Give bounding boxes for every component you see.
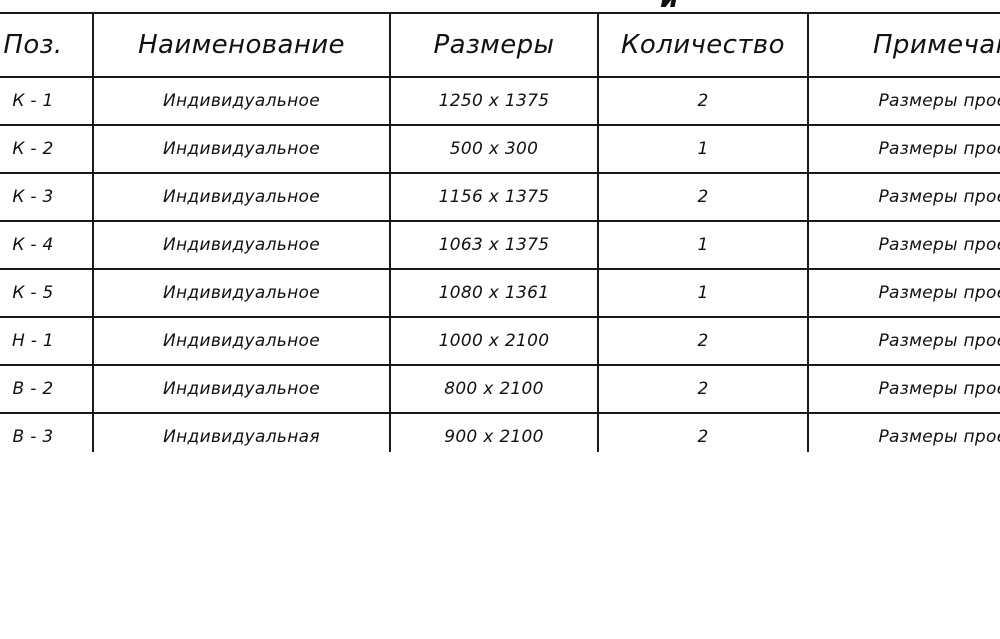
cell-note: Размеры проё [807,364,1000,414]
specification-table: Поз. Наименование Размеры Количество При… [0,12,1000,462]
cell-note: Размеры проё [807,268,1000,318]
cell-dimension: 1156 х 1375 [389,172,599,222]
cell-name: Индивидуальное [92,172,391,222]
cell-note: Размеры проё [807,220,1000,270]
table-row: К - 2 Индивидуальное 500 х 300 1 Размеры… [0,124,1000,174]
cell-note: Размеры проё [807,124,1000,174]
column-header-dim: Размеры [389,12,599,78]
cell-dimension: 1063 х 1375 [389,220,599,270]
table-row: К - 4 Индивидуальное 1063 х 1375 1 Разме… [0,220,1000,270]
cell-name: Индивидуальное [92,364,391,414]
table-row: Н - 1 Индивидуальное 1000 х 2100 2 Разме… [0,316,1000,366]
cell-position: Н - 1 [0,316,94,366]
cell-quantity: 1 [597,124,809,174]
cell-quantity: 2 [597,172,809,222]
cell-position: К - 1 [0,76,94,126]
cell-dimension: 500 х 300 [389,124,599,174]
table-row: В - 2 Индивидуальное 800 х 2100 2 Размер… [0,364,1000,414]
column-header-name: Наименование [92,12,391,78]
cell-quantity: 1 [597,220,809,270]
cell-quantity: 2 [597,316,809,366]
cell-position: К - 2 [0,124,94,174]
blank-paper-area [0,452,1000,639]
cell-name: Индивидуальное [92,316,391,366]
table-row: К - 3 Индивидуальное 1156 х 1375 2 Разме… [0,172,1000,222]
table-row: К - 5 Индивидуальное 1080 х 1361 1 Разме… [0,268,1000,318]
sheet-title-fragment: й [660,0,679,14]
column-header-qty: Количество [597,12,809,78]
cell-name: Индивидуальное [92,268,391,318]
cell-position: К - 4 [0,220,94,270]
cell-name: Индивидуальное [92,220,391,270]
cell-dimension: 1080 х 1361 [389,268,599,318]
table-header-row: Поз. Наименование Размеры Количество При… [0,12,1000,78]
table-row: К - 1 Индивидуальное 1250 х 1375 2 Разме… [0,76,1000,126]
cell-quantity: 1 [597,268,809,318]
cell-quantity: 2 [597,76,809,126]
cell-position: В - 2 [0,364,94,414]
cell-note: Размеры проё [807,172,1000,222]
cell-name: Индивидуальное [92,124,391,174]
cell-name: Индивидуальное [92,76,391,126]
cell-dimension: 1250 х 1375 [389,76,599,126]
cell-position: К - 5 [0,268,94,318]
cell-note: Размеры проё [807,316,1000,366]
cell-position: К - 3 [0,172,94,222]
cell-quantity: 2 [597,364,809,414]
table-body: К - 1 Индивидуальное 1250 х 1375 2 Разме… [0,76,1000,462]
cell-dimension: 1000 х 2100 [389,316,599,366]
cell-dimension: 800 х 2100 [389,364,599,414]
column-header-pos: Поз. [0,12,94,78]
column-header-note: Примечан [807,12,1000,78]
cell-note: Размеры проё [807,76,1000,126]
